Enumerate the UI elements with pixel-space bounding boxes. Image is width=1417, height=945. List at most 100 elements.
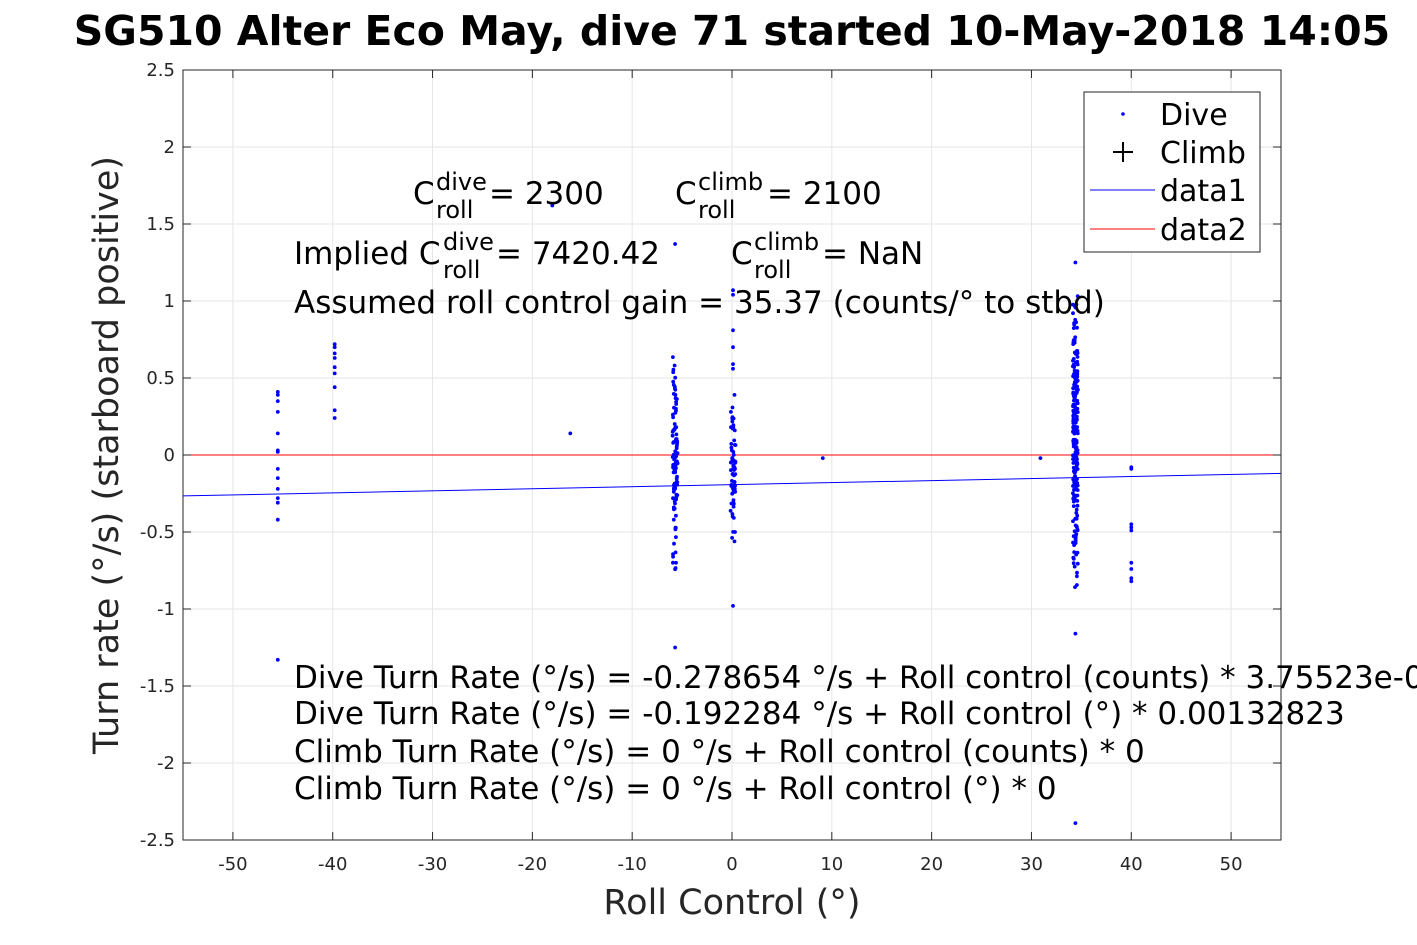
dive-points: [275, 203, 1134, 825]
dive-point: [1073, 821, 1078, 825]
dive-point: [732, 480, 737, 484]
dive-point: [731, 498, 736, 503]
dive-point: [1073, 585, 1077, 589]
dive-point: [671, 367, 676, 372]
svg-text:= NaN: = NaN: [822, 236, 923, 272]
y-tick-label: 0: [164, 445, 175, 466]
equation-1: Dive Turn Rate (°/s) = -0.278654 °/s + R…: [294, 660, 1417, 696]
dive-point: [1072, 487, 1076, 492]
dive-point: [1071, 394, 1076, 398]
dive-point: [1071, 404, 1075, 409]
dive-point: [1072, 340, 1077, 345]
dive-point: [1073, 453, 1077, 458]
legend-climb-marker: [1113, 142, 1133, 162]
dive-point: [1073, 304, 1077, 309]
y-tick-label: 0.5: [146, 368, 175, 389]
dive-point: [1073, 376, 1077, 381]
dive-point: [671, 560, 675, 565]
x-tick-label: -10: [617, 854, 646, 875]
dive-point: [730, 419, 735, 424]
svg-text:C: C: [413, 176, 435, 212]
dive-point: [275, 450, 280, 454]
x-tick-label: 10: [820, 854, 843, 875]
dive-point: [1073, 437, 1078, 442]
dive-point: [275, 431, 280, 436]
legend-item-dive: Dive: [1121, 98, 1228, 133]
dive-point: [731, 604, 735, 608]
dive-point: [568, 431, 573, 436]
dive-point: [1075, 488, 1080, 492]
dive-point: [1071, 444, 1076, 449]
dive-point: [332, 356, 337, 360]
legend-box: [1083, 91, 1261, 253]
x-tick-label: -40: [318, 854, 347, 875]
dive-point: [671, 517, 676, 522]
dive-point: [1073, 541, 1078, 545]
dive-point: [1071, 421, 1076, 425]
dive-point: [1038, 456, 1043, 460]
x-tick-label: -50: [218, 854, 247, 875]
dive-point: [673, 375, 678, 380]
dive-point: [1075, 378, 1080, 383]
c-roll-dive-annotation: C dive roll = 2300: [413, 168, 604, 224]
dive-point: [1071, 390, 1076, 395]
dive-point: [732, 393, 737, 397]
y-axis-label: Turn rate (°/s) (starboard positive): [87, 156, 127, 755]
dive-point: [730, 491, 735, 496]
axis-ticks: -50 -40 -30 -20 -10 0 10 20 30 40 50-2.5-2-1.5-1-0…: [140, 60, 1281, 875]
dive-point: [675, 474, 679, 479]
dive-point: [1129, 467, 1134, 471]
dive-point: [673, 396, 678, 401]
svg-text:roll: roll: [754, 256, 791, 284]
dive-point: [672, 506, 677, 511]
implied-c-roll-annotation: Implied C dive roll = 7420.42 C climb ro…: [294, 228, 923, 284]
dive-point: [674, 432, 679, 437]
dive-point: [275, 496, 280, 500]
dive-point: [671, 496, 675, 501]
dive-point: [1073, 631, 1078, 636]
dive-point: [1071, 362, 1076, 367]
dive-point: [1072, 321, 1076, 325]
dive-point: [674, 437, 679, 441]
svg-text:roll: roll: [698, 196, 735, 224]
dive-point: [672, 427, 677, 432]
dive-point: [731, 288, 735, 293]
dive-point: [1073, 523, 1078, 528]
dive-point: [1074, 370, 1078, 375]
dive-point: [1129, 560, 1134, 565]
dive-point: [672, 486, 676, 491]
svg-text:roll: roll: [436, 196, 473, 224]
dive-point: [1075, 550, 1080, 555]
dive-point: [671, 355, 675, 359]
dive-point: [675, 451, 680, 456]
dive-point: [730, 536, 734, 540]
dive-point: [671, 415, 675, 420]
dive-point: [275, 476, 280, 480]
legend-item-data2: data2: [1090, 213, 1247, 248]
dive-point: [674, 535, 678, 539]
dive-point: [332, 345, 337, 350]
dive-point: [332, 416, 337, 420]
dive-point: [728, 508, 733, 513]
x-tick-label: 50: [1220, 854, 1243, 875]
dive-point: [672, 457, 676, 462]
dive-point: [729, 501, 734, 506]
dive-point: [1071, 561, 1076, 566]
x-tick-label: 20: [920, 854, 943, 875]
dive-point: [1075, 461, 1079, 465]
dive-point: [671, 552, 675, 556]
dive-point: [729, 410, 733, 414]
dive-point: [671, 440, 676, 445]
dive-point: [1071, 504, 1076, 508]
dive-point: [673, 470, 678, 475]
legend-dive-marker: [1121, 112, 1125, 116]
dive-point: [1075, 425, 1080, 429]
dive-point: [1071, 311, 1075, 316]
dive-point: [1072, 385, 1076, 390]
dive-point: [1071, 425, 1076, 430]
dive-point: [1075, 359, 1080, 364]
dive-point: [1129, 567, 1134, 571]
dive-point: [1071, 519, 1075, 524]
equation-4: Climb Turn Rate (°/s) = 0 °/s + Roll con…: [294, 771, 1057, 807]
dive-point: [275, 657, 280, 662]
